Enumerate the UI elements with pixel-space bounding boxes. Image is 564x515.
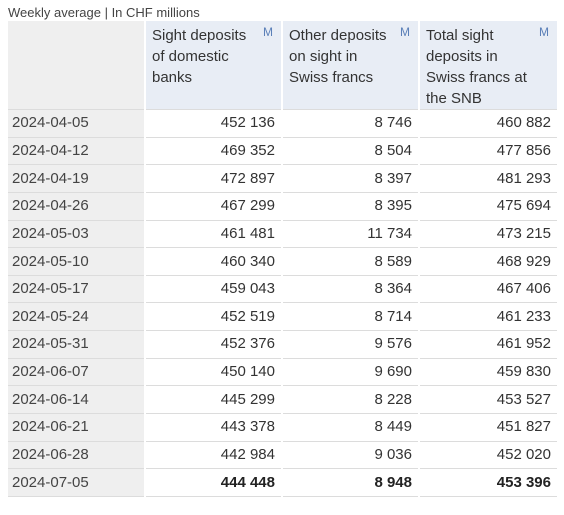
total-deposits-cell: 467 406 — [418, 274, 557, 303]
total-deposits-cell: 453 396 — [418, 468, 557, 497]
date-cell: 2024-04-12 — [8, 136, 145, 165]
total-deposits-cell: 459 830 — [418, 357, 557, 386]
table-row: 2024-05-17 459 043 8 364 467 406 — [8, 274, 557, 303]
domestic-banks-cell: 469 352 — [144, 136, 282, 165]
metadata-link[interactable]: M — [400, 25, 410, 39]
other-deposits-cell: 8 397 — [281, 164, 419, 193]
domestic-banks-cell: 461 481 — [144, 219, 282, 248]
total-deposits-cell: 475 694 — [418, 191, 557, 221]
table-row: 2024-04-26 467 299 8 395 475 694 — [8, 191, 557, 221]
date-cell: 2024-04-26 — [8, 191, 145, 221]
date-cell: 2024-06-07 — [8, 357, 145, 386]
date-cell: 2024-06-28 — [8, 440, 145, 469]
table-row: 2024-04-19 472 897 8 397 481 293 — [8, 164, 557, 193]
total-deposits-cell: 461 952 — [418, 330, 557, 359]
total-deposits-cell: 453 527 — [418, 385, 557, 414]
metadata-link[interactable]: M — [539, 25, 549, 39]
header-row: Sight deposits of domestic banks M Other… — [8, 21, 557, 110]
other-deposits-cell: 8 589 — [281, 247, 419, 276]
domestic-banks-cell: 445 299 — [144, 385, 282, 414]
date-cell: 2024-05-31 — [8, 330, 145, 359]
table-row: 2024-04-12 469 352 8 504 477 856 — [8, 136, 557, 165]
table-row: 2024-06-28 442 984 9 036 452 020 — [8, 440, 557, 469]
domestic-banks-cell: 443 378 — [144, 413, 282, 442]
table-row: 2024-06-21 443 378 8 449 451 827 — [8, 413, 557, 442]
date-cell: 2024-04-19 — [8, 164, 145, 193]
domestic-banks-cell: 467 299 — [144, 191, 282, 221]
sight-deposits-table: Sight deposits of domestic banks M Other… — [8, 21, 557, 497]
domestic-banks-cell: 472 897 — [144, 164, 282, 193]
total-deposits-cell: 452 020 — [418, 440, 557, 469]
header-sight-deposits-domestic-banks: Sight deposits of domestic banks M — [144, 21, 282, 110]
other-deposits-cell: 9 036 — [281, 440, 419, 469]
date-cell: 2024-06-14 — [8, 385, 145, 414]
other-deposits-cell: 8 449 — [281, 413, 419, 442]
domestic-banks-cell: 452 519 — [144, 302, 282, 331]
domestic-banks-cell: 459 043 — [144, 274, 282, 303]
domestic-banks-cell: 452 376 — [144, 330, 282, 359]
table-row: 2024-06-14 445 299 8 228 453 527 — [8, 385, 557, 414]
other-deposits-cell: 8 395 — [281, 191, 419, 221]
date-cell: 2024-06-21 — [8, 413, 145, 442]
other-deposits-cell: 9 690 — [281, 357, 419, 386]
date-cell: 2024-07-05 — [8, 468, 145, 497]
other-deposits-cell: 9 576 — [281, 330, 419, 359]
total-deposits-cell: 477 856 — [418, 136, 557, 165]
table-row: 2024-05-10 460 340 8 589 468 929 — [8, 247, 557, 276]
metadata-link[interactable]: M — [263, 25, 273, 39]
table-caption: Weekly average | In CHF millions — [8, 5, 200, 20]
total-deposits-cell: 473 215 — [418, 219, 557, 248]
total-deposits-cell: 461 233 — [418, 302, 557, 331]
table-row: 2024-05-31 452 376 9 576 461 952 — [8, 330, 557, 359]
total-deposits-cell: 460 882 — [418, 109, 557, 138]
domestic-banks-cell: 450 140 — [144, 357, 282, 386]
other-deposits-cell: 8 504 — [281, 136, 419, 165]
header-label: Other deposits on sight in Swiss francs — [289, 27, 387, 86]
other-deposits-cell: 8 228 — [281, 385, 419, 414]
header-other-deposits: Other deposits on sight in Swiss francs … — [281, 21, 419, 110]
other-deposits-cell: 11 734 — [281, 219, 419, 248]
date-cell: 2024-05-17 — [8, 274, 145, 303]
header-total-sight-deposits: Total sight deposits in Swiss francs at … — [418, 21, 557, 110]
date-cell: 2024-05-10 — [8, 247, 145, 276]
total-deposits-cell: 451 827 — [418, 413, 557, 442]
table-row: 2024-06-07 450 140 9 690 459 830 — [8, 357, 557, 386]
date-cell: 2024-04-05 — [8, 109, 145, 138]
total-deposits-cell: 468 929 — [418, 247, 557, 276]
other-deposits-cell: 8 364 — [281, 274, 419, 303]
domestic-banks-cell: 444 448 — [144, 468, 282, 497]
table-row: 2024-05-03 461 481 11 734 473 215 — [8, 219, 557, 248]
other-deposits-cell: 8 714 — [281, 302, 419, 331]
header-date — [8, 21, 145, 110]
domestic-banks-cell: 452 136 — [144, 109, 282, 138]
table-row: 2024-05-24 452 519 8 714 461 233 — [8, 302, 557, 331]
table-row: 2024-04-05 452 136 8 746 460 882 — [8, 109, 557, 138]
date-cell: 2024-05-24 — [8, 302, 145, 331]
domestic-banks-cell: 460 340 — [144, 247, 282, 276]
table-row: 2024-07-05 444 448 8 948 453 396 — [8, 468, 557, 497]
other-deposits-cell: 8 948 — [281, 468, 419, 497]
header-label: Total sight deposits in Swiss francs at … — [426, 27, 527, 107]
header-label: Sight deposits of domestic banks — [152, 27, 247, 86]
other-deposits-cell: 8 746 — [281, 109, 419, 138]
total-deposits-cell: 481 293 — [418, 164, 557, 193]
domestic-banks-cell: 442 984 — [144, 440, 282, 469]
date-cell: 2024-05-03 — [8, 219, 145, 248]
